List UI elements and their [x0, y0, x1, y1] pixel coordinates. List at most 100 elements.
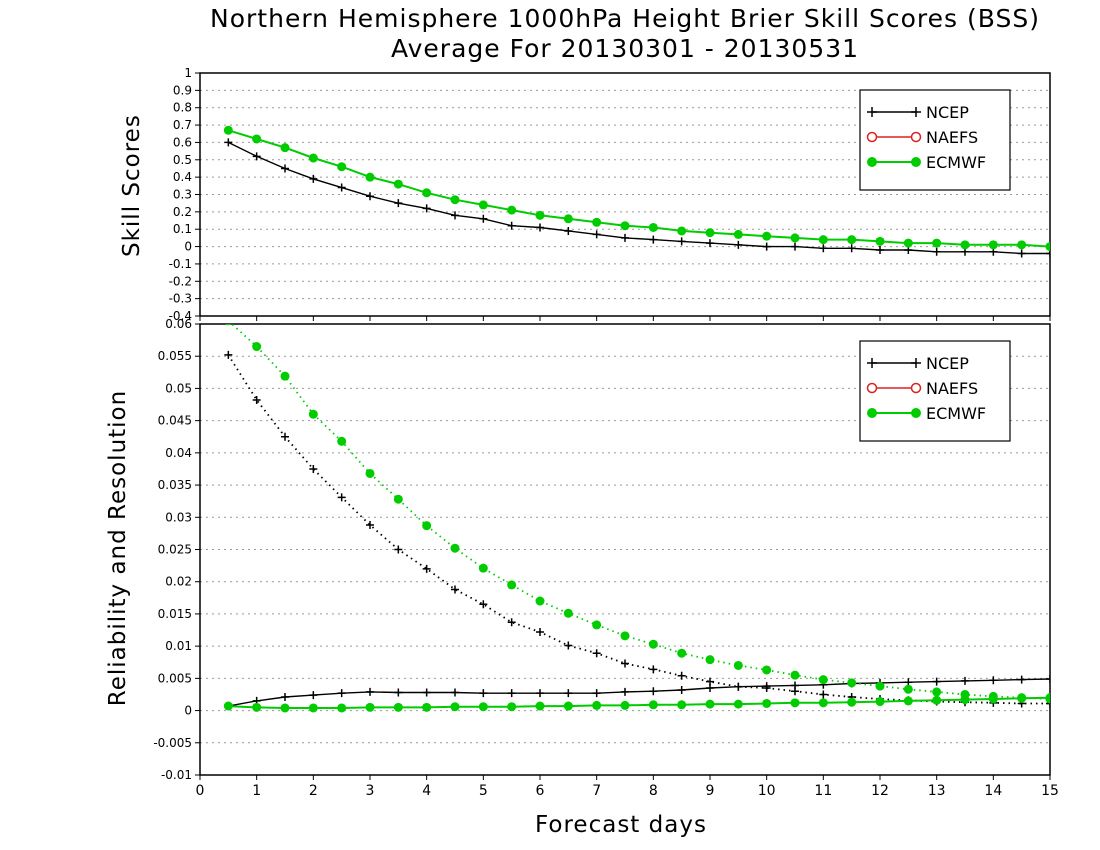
top-ecmwf-solid-point — [393, 179, 403, 189]
bottom-ncep-dotted-point — [677, 671, 686, 680]
bottom-ncep-dotted-point — [252, 396, 261, 405]
x-tick-label: 2 — [309, 783, 318, 799]
bottom-legend-ncep-label: NCEP — [926, 354, 969, 373]
bottom-ecmwf-dotted-line — [230, 324, 1050, 700]
top-legend-naefs-marker — [910, 131, 922, 143]
bottom-y-tick-label: 0.035 — [158, 478, 192, 492]
bottom-ncep-dotted-point — [621, 659, 629, 668]
top-ecmwf-solid-point — [535, 210, 545, 220]
bottom-ncep-dotted-point — [819, 690, 828, 699]
bottom-ncep-solid-point — [649, 687, 658, 696]
top-ncep-solid-point — [847, 244, 856, 253]
bottom-ncep-solid-point — [394, 688, 403, 697]
bottom-ncep-solid-point — [592, 689, 601, 698]
bottom-ecmwf-solid-line — [228, 696, 1050, 709]
top-legend-ncep-label: NCEP — [926, 103, 969, 122]
x-tick-label: 9 — [706, 783, 715, 799]
bottom-ecmwf-dotted-point — [818, 675, 828, 685]
x-tick-label: 0 — [196, 783, 205, 799]
bottom-legend-naefs-label: NAEFS — [926, 379, 978, 398]
bottom-ecmwf-solid-point — [422, 702, 432, 712]
bottom-ncep-dotted-line — [227, 354, 1050, 705]
top-ecmwf-solid-point — [365, 172, 375, 182]
bottom-ecmwf-dotted-point — [225, 324, 232, 326]
top-ncep-solid-point — [1017, 249, 1026, 258]
bottom-ecmwf-dotted-point — [620, 631, 630, 641]
top-ecmwf-solid-point — [280, 143, 290, 153]
bottom-y-tick-label: 0.055 — [158, 349, 192, 363]
bottom-ncep-solid-point — [337, 689, 346, 698]
bottom-ecmwf-solid-point — [563, 701, 573, 711]
bottom-ecmwf-solid-point — [223, 701, 233, 711]
top-ncep-solid-point — [309, 174, 318, 183]
top-ncep-solid-point — [564, 226, 573, 235]
top-ncep-solid-point — [592, 230, 601, 239]
top-ecmwf-solid-point — [507, 205, 517, 215]
top-ecmwf-solid-point — [988, 240, 998, 250]
top-y-tick-label: 0.5 — [173, 153, 192, 167]
top-y-tick-label: 0 — [184, 240, 192, 254]
x-tick-label: 10 — [758, 783, 776, 799]
bottom-ecmwf-dotted-point — [393, 494, 403, 504]
bottom-ncep-dotted-point — [281, 432, 289, 441]
bottom-y-tick-label: 0 — [184, 704, 192, 718]
bottom-ecmwf-dotted-point — [478, 563, 488, 573]
top-ecmwf-solid-point — [592, 217, 602, 227]
x-tick-label: 6 — [536, 783, 545, 799]
bottom-legend-ecmwf-marker — [867, 408, 877, 418]
top-ncep-solid-point — [762, 242, 771, 251]
bottom-ncep-dotted-point — [479, 600, 488, 609]
bottom-ecmwf-solid-point — [365, 702, 375, 712]
top-ecmwf-solid-point — [450, 195, 460, 205]
top-ecmwf-solid-point — [705, 228, 715, 238]
top-ecmwf-solid-point — [733, 229, 743, 239]
x-tick-label: 3 — [366, 783, 375, 799]
bottom-ecmwf-solid-point — [280, 703, 290, 713]
x-tick-label: 14 — [984, 783, 1002, 799]
bottom-ecmwf-solid-point — [847, 697, 857, 707]
top-ecmwf-solid-point — [478, 200, 488, 210]
top-y-tick-label: -0.4 — [169, 309, 192, 323]
x-tick-label: 1 — [252, 783, 261, 799]
bottom-ncep-solid-point — [451, 688, 459, 697]
bottom-ecmwf-solid-point — [308, 703, 318, 713]
top-series-group — [223, 125, 1050, 258]
bottom-ecmwf-dotted-point — [308, 409, 318, 419]
bottom-ncep-solid-point — [1046, 675, 1050, 684]
top-ecmwf-solid-point — [308, 153, 318, 163]
bottom-ncep-dotted-point — [337, 493, 346, 502]
top-ncep-solid-point — [1046, 249, 1050, 258]
top-legend-naefs-label: NAEFS — [926, 128, 978, 147]
bottom-ncep-dotted-point — [422, 564, 431, 573]
bottom-ecmwf-solid-point — [252, 702, 262, 712]
bottom-chart-panel: -0.01 -0.005 0 0.005 0.01 0.015 0.02 0.025 0.03 0… — [153, 317, 1059, 799]
bottom-ecmwf-dotted-point — [450, 543, 460, 553]
bottom-y-tick-label: 0.03 — [165, 510, 192, 524]
x-tick-label: 8 — [649, 783, 658, 799]
top-y-tick-label: 1 — [184, 66, 192, 80]
bottom-ncep-dotted-point — [451, 585, 459, 594]
bottom-ecmwf-solid-point — [677, 700, 687, 710]
bottom-ecmwf-solid-point — [592, 700, 602, 710]
bottom-ecmwf-solid-point — [648, 700, 658, 710]
bottom-y-tick-label: 0.045 — [158, 414, 192, 428]
bottom-ncep-dotted-point — [366, 521, 374, 530]
bottom-ecmwf-dotted-point — [733, 660, 743, 670]
bottom-ecmwf-dotted-point — [988, 691, 998, 701]
top-ncep-solid-point — [734, 240, 743, 249]
x-tick-label: 12 — [871, 783, 889, 799]
bottom-series-group — [223, 324, 1050, 713]
bottom-ncep-dotted-point — [649, 665, 658, 674]
top-ncep-solid-point — [621, 233, 629, 242]
top-legend-ecmwf-marker — [911, 157, 921, 167]
top-ncep-solid-point — [706, 239, 714, 248]
bottom-ecmwf-solid-point — [535, 701, 545, 711]
bottom-ncep-solid-point — [536, 689, 544, 698]
bottom-y-tick-label: 0.025 — [158, 543, 192, 557]
top-legend-ecmwf-marker — [867, 157, 877, 167]
bottom-ncep-solid-point — [564, 689, 573, 698]
x-tick-label: 7 — [592, 783, 601, 799]
top-ncep-solid-point — [337, 183, 346, 192]
top-ncep-solid-point — [507, 221, 516, 230]
bottom-y-tick-label: 0.02 — [165, 575, 192, 589]
